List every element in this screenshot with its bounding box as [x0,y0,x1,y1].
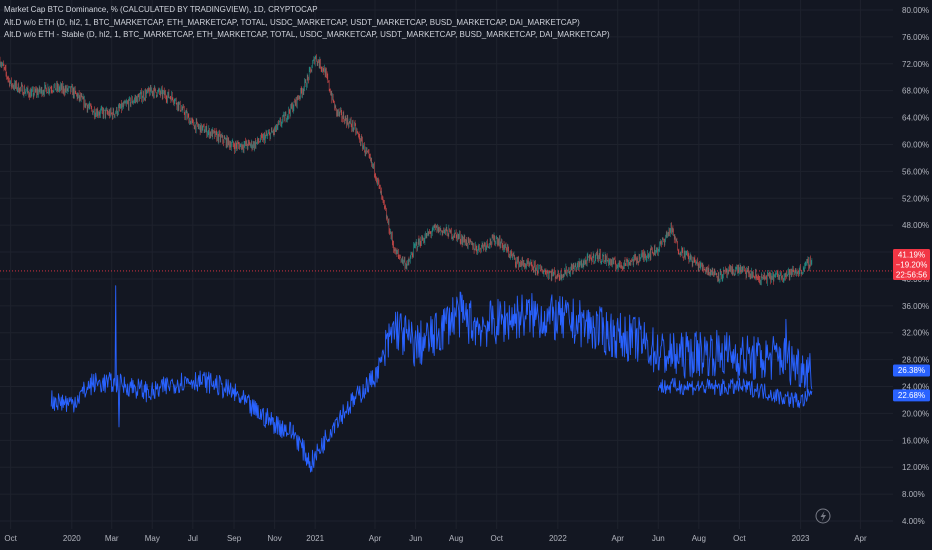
alt-d-stable-series [657,377,813,409]
y-tick-label: 72.00% [902,60,929,69]
badge-text: 26.38% [898,366,925,375]
legend-alt-d-stable[interactable]: Alt.D w/o ETH - Stable (D, hl2, 1, BTC_M… [4,30,610,39]
y-tick-label: 20.00% [902,409,929,418]
legend-alt-d[interactable]: Alt.D w/o ETH (D, hl2, 1, BTC_MARKETCAP,… [4,17,580,27]
x-tick-label: May [145,534,160,543]
y-tick-label: 80.00% [902,6,929,15]
x-tick-label: Apr [369,534,382,543]
y-tick-label: 16.00% [902,436,929,445]
badge-text: −19.20% [896,261,928,270]
y-tick-label: 32.00% [902,329,929,338]
x-axis[interactable]: Oct 2020 Mar May Jul Sep Nov 2021 Apr Jun Aug Oct 20… [4,534,867,543]
x-tick-label: 2020 [63,534,81,543]
legend-main-series[interactable]: Market Cap BTC Dominance, % (CALCULATED … [4,5,318,14]
series-line [50,285,813,473]
badge-text: 22.68% [898,391,925,400]
x-tick-label: 2023 [792,534,810,543]
y-tick-label: 68.00% [902,87,929,96]
y-tick-label: 28.00% [902,356,929,365]
x-tick-label: Oct [490,534,503,543]
x-tick-label: Jun [652,534,665,543]
x-tick-label: Apr [611,534,624,543]
price-badge [893,364,930,377]
x-tick-label: Aug [692,534,706,543]
y-tick-label: 24.00% [902,383,929,392]
x-tick-label: Oct [733,534,746,543]
y-tick-label: 36.00% [902,302,929,311]
y-tick-label: 52.00% [902,194,929,203]
price-badge [893,389,930,402]
y-tick-label: 76.00% [902,33,929,42]
y-tick-label: 56.00% [902,167,929,176]
y-tick-label: 60.00% [902,140,929,149]
x-tick-label: 2022 [549,534,567,543]
y-tick-label: 4.00% [902,517,925,526]
badge-text: 22:56:56 [896,271,928,280]
x-tick-label: Mar [105,534,119,543]
x-tick-label: Aug [449,534,463,543]
series-line [657,377,813,409]
x-tick-label: Jul [188,534,198,543]
x-tick-label: 2021 [306,534,324,543]
y-tick-label: 48.00% [902,221,929,230]
lightning-icon[interactable] [815,508,831,524]
x-tick-label: Sep [227,534,242,543]
price-badges: 41.19%−19.20%22:56:56 26.38% 22.68% [0,249,930,402]
x-tick-label: Jun [409,534,422,543]
badge-text: 41.19% [898,251,925,260]
x-tick-label: Oct [4,534,17,543]
x-tick-label: Nov [267,534,281,543]
btc-dominance-candles [0,54,813,286]
alt-d-series [50,285,813,473]
chart-grid [0,0,893,529]
y-tick-label: 8.00% [902,490,925,499]
chart-legend: Market Cap BTC Dominance, % (CALCULATED … [4,4,610,42]
x-tick-label: Apr [854,534,867,543]
y-tick-label: 12.00% [902,463,929,472]
y-tick-label: 64.00% [902,114,929,123]
price-badge [893,249,930,280]
